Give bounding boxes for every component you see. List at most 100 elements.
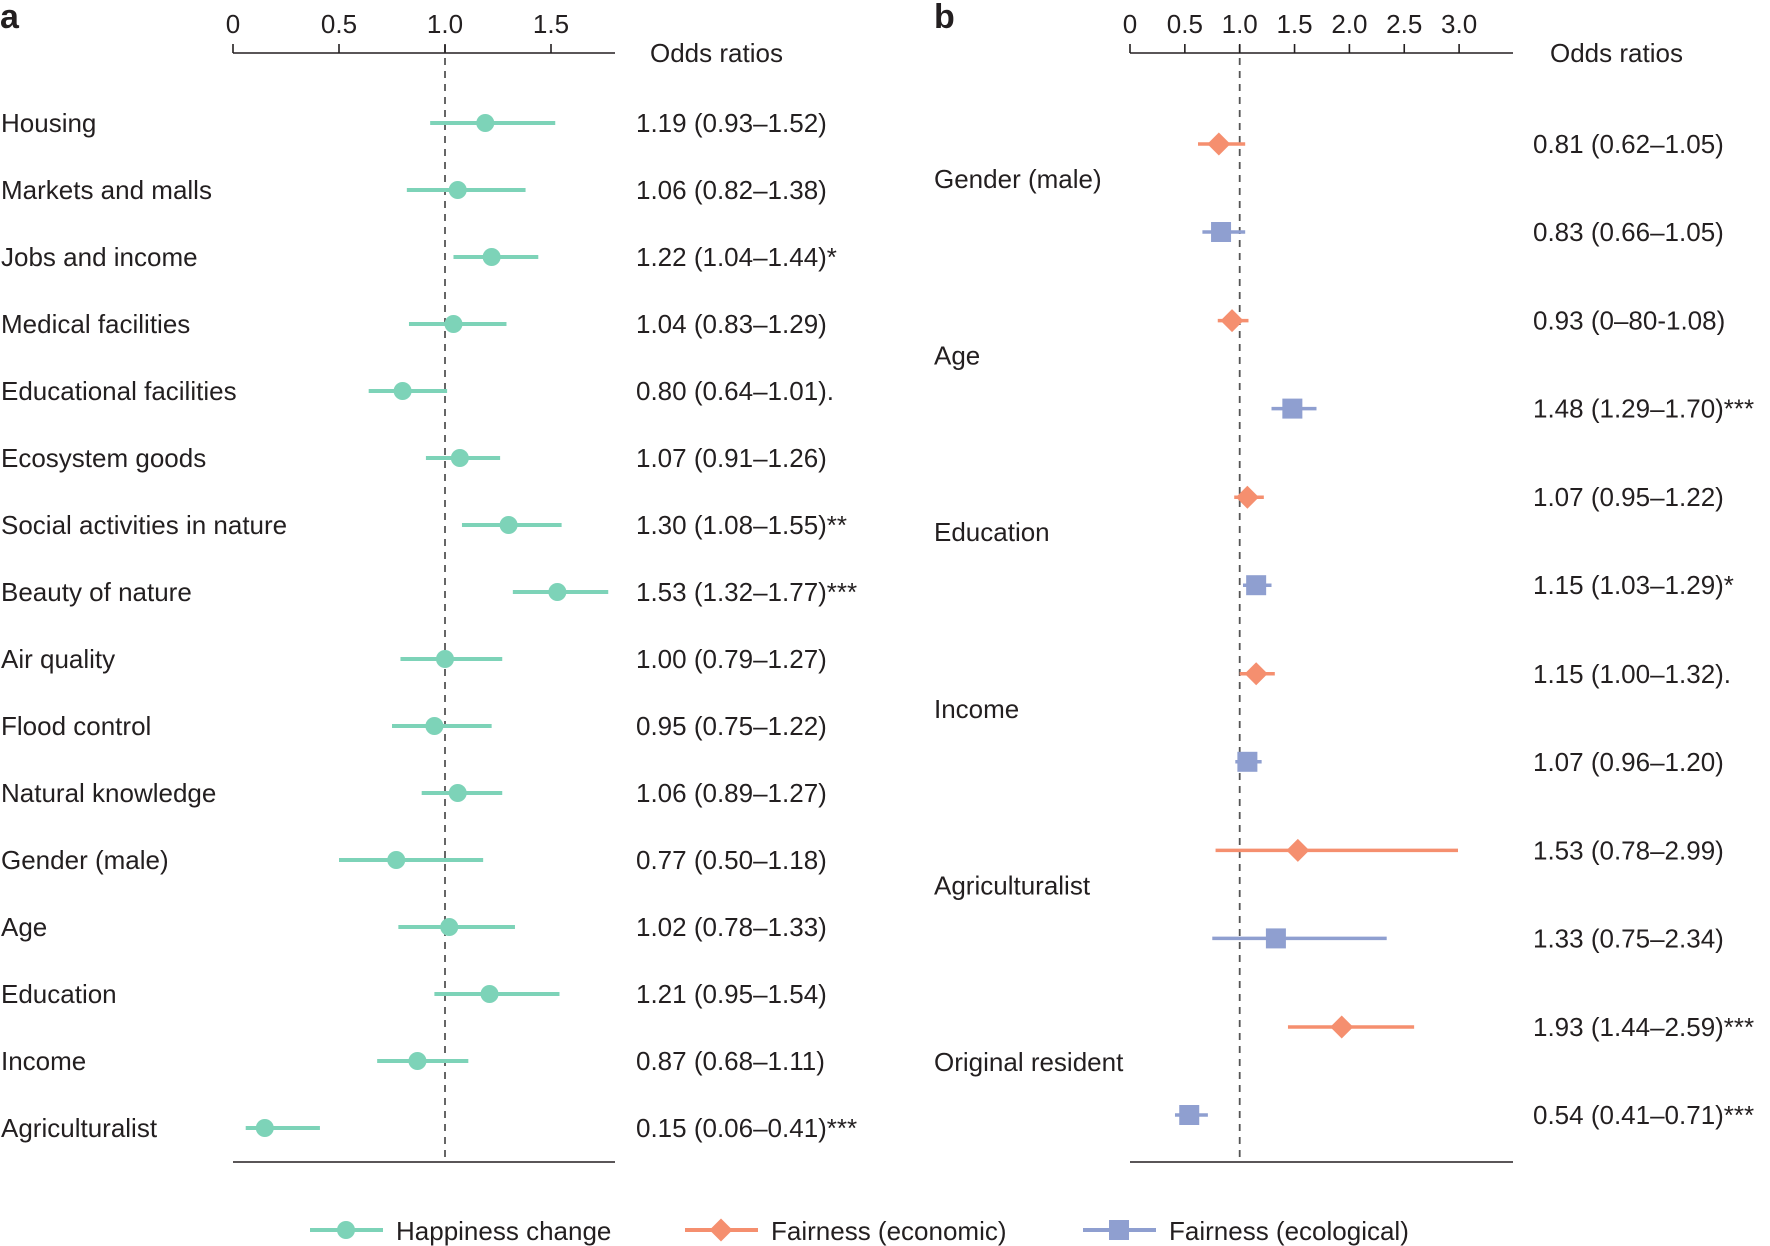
panel-b-point [1211, 222, 1232, 242]
panel-b-odds-ratio-value: 1.33 (0.75–2.34) [1533, 923, 1724, 953]
panel-a-point [499, 516, 518, 534]
panel-a-tick-label: 0.5 [321, 9, 357, 39]
panel-a-row-label: Beauty of nature [1, 577, 192, 607]
panel-a-odds-ratio-value: 1.30 (1.08–1.55)** [636, 510, 847, 540]
panel-a-point [393, 382, 412, 400]
panel-b-tick-label: 0 [1123, 9, 1137, 39]
panel-a-row-label: Educational facilities [1, 376, 237, 406]
panel-a-odds-ratio-value: 1.02 (0.78–1.33) [636, 912, 827, 942]
panel-b-tick-label: 3.0 [1441, 9, 1477, 39]
panel-a-tick-label: 1.0 [427, 9, 463, 39]
panel-b-group-label: Gender (male) [934, 164, 1102, 194]
panel-a-point [425, 717, 444, 735]
panel-a-odds-ratio-value: 1.21 (0.95–1.54) [636, 979, 827, 1009]
panel-a-odds-ratio-value: 0.87 (0.68–1.11) [636, 1046, 825, 1076]
panel-b-odds-ratio-value: 0.93 (0–80-1.08) [1533, 306, 1725, 336]
panel-b-point [1237, 751, 1258, 772]
panel-b-point [1244, 662, 1268, 686]
panel-a-point [476, 114, 495, 132]
panel-a-point [448, 181, 467, 199]
panel-b-tick-label: 2.0 [1331, 9, 1367, 39]
panel-b-point [1207, 132, 1231, 156]
panel-a-point [482, 248, 501, 266]
panel-a-point [444, 315, 463, 333]
panel-a-row-label: Education [1, 979, 117, 1009]
panel-a-odds-ratio-value: 1.00 (0.79–1.27) [636, 644, 827, 674]
panel-b-tick-label: 1.0 [1222, 9, 1258, 39]
panel-a-tick-label: 1.5 [533, 9, 569, 39]
legend-marker [709, 1218, 733, 1242]
panel-b: b 0 0.5 1.0 1.5 2.0 2.5 3.0 Odds ratios Gender (… [934, 0, 1754, 1163]
panel-b-point [1265, 928, 1286, 949]
panel-a: a 0 0.5 1.0 1.5 Odds ratios Housing 1.19 (0.93… [0, 0, 857, 1163]
panel-a-row-label: Income [1, 1046, 86, 1076]
panel-a-odds-ratios-title: Odds ratios [650, 38, 783, 68]
panel-a-point [548, 583, 567, 601]
panel-a-row-label: Air quality [1, 644, 115, 674]
legend-marker [337, 1221, 355, 1239]
panel-a-row-label: Ecosystem goods [1, 443, 206, 473]
panel-a-odds-ratio-value: 0.77 (0.50–1.18) [636, 845, 827, 875]
panel-b-tick-label: 0.5 [1167, 9, 1203, 39]
panel-b-group-label: Original resident [934, 1047, 1124, 1077]
panel-a-odds-ratio-value: 1.04 (0.83–1.29) [636, 309, 827, 339]
panel-b-odds-ratio-value: 0.54 (0.41–0.71)*** [1533, 1100, 1754, 1130]
panel-b-odds-ratio-value: 1.15 (1.03–1.29)* [1533, 570, 1734, 600]
panel-a-point [255, 1119, 274, 1137]
panel-b-odds-ratio-value: 1.15 (1.00–1.32). [1533, 659, 1731, 689]
legend: Happiness change Fairness (economic) Fairn… [310, 1216, 1409, 1246]
panel-a-odds-ratio-value: 0.80 (0.64–1.01). [636, 376, 834, 406]
panel-a-row-label: Housing [1, 108, 96, 138]
panel-b-odds-ratio-value: 1.07 (0.95–1.22) [1533, 482, 1724, 512]
panel-b-letter: b [934, 0, 955, 36]
panel-a-odds-ratio-value: 1.06 (0.82–1.38) [636, 175, 827, 205]
panel-a-row-label: Jobs and income [1, 242, 198, 272]
panel-a-odds-ratio-value: 1.19 (0.93–1.52) [636, 108, 827, 138]
legend-marker [1109, 1220, 1129, 1240]
panel-a-point [450, 449, 469, 467]
panel-a-row-label: Agriculturalist [1, 1113, 158, 1143]
panel-a-point [436, 650, 454, 668]
panel-a-point [408, 1052, 427, 1070]
panel-a-odds-ratio-value: 1.53 (1.32–1.77)*** [636, 577, 857, 607]
panel-b-point [1282, 398, 1303, 419]
panel-a-row-label: Flood control [1, 711, 151, 741]
panel-b-point [1330, 1015, 1354, 1039]
panel-b-point [1235, 485, 1259, 509]
panel-a-row-label: Social activities in nature [1, 510, 287, 540]
panel-a-row-label: Natural knowledge [1, 778, 216, 808]
panel-a-odds-ratio-value: 1.07 (0.91–1.26) [636, 443, 827, 473]
legend-label: Happiness change [396, 1216, 611, 1246]
panel-a-odds-ratio-value: 1.06 (0.89–1.27) [636, 778, 827, 808]
panel-b-odds-ratio-value: 1.53 (0.78–2.99) [1533, 835, 1724, 865]
panel-a-odds-ratio-value: 0.15 (0.06–0.41)*** [636, 1113, 857, 1143]
panel-a-odds-ratio-value: 0.95 (0.75–1.22) [636, 711, 827, 741]
panel-b-odds-ratio-value: 0.81 (0.62–1.05) [1533, 129, 1724, 159]
panel-b-tick-label: 2.5 [1386, 9, 1422, 39]
legend-label: Fairness (ecological) [1169, 1216, 1409, 1246]
panel-b-point [1220, 309, 1244, 333]
panel-b-group-label: Education [934, 517, 1050, 547]
panel-b-group-label: Age [934, 341, 980, 371]
panel-b-group-label: Agriculturalist [934, 870, 1091, 900]
panel-a-point [387, 851, 406, 869]
panel-b-odds-ratios-title: Odds ratios [1550, 38, 1683, 68]
panel-a-point [440, 918, 459, 936]
panel-b-odds-ratio-value: 1.93 (1.44–2.59)*** [1533, 1012, 1754, 1042]
panel-b-odds-ratio-value: 1.07 (0.96–1.20) [1533, 747, 1724, 777]
panel-a-point [480, 985, 499, 1003]
panel-a-row-label: Medical facilities [1, 309, 190, 339]
legend-label: Fairness (economic) [771, 1216, 1007, 1246]
panel-b-tick-label: 1.5 [1276, 9, 1312, 39]
panel-b-odds-ratio-value: 1.48 (1.29–1.70)*** [1533, 394, 1754, 424]
panel-a-tick-label: 0 [226, 9, 240, 39]
panel-a-odds-ratio-value: 1.22 (1.04–1.44)* [636, 242, 837, 272]
panel-b-odds-ratio-value: 0.83 (0.66–1.05) [1533, 217, 1724, 247]
panel-a-row-label: Markets and malls [1, 175, 212, 205]
panel-b-group-label: Income [934, 694, 1019, 724]
panel-a-row-label: Gender (male) [1, 845, 169, 875]
panel-b-point [1179, 1105, 1200, 1125]
panel-a-row-label: Age [1, 912, 47, 942]
panel-b-point [1246, 575, 1267, 596]
